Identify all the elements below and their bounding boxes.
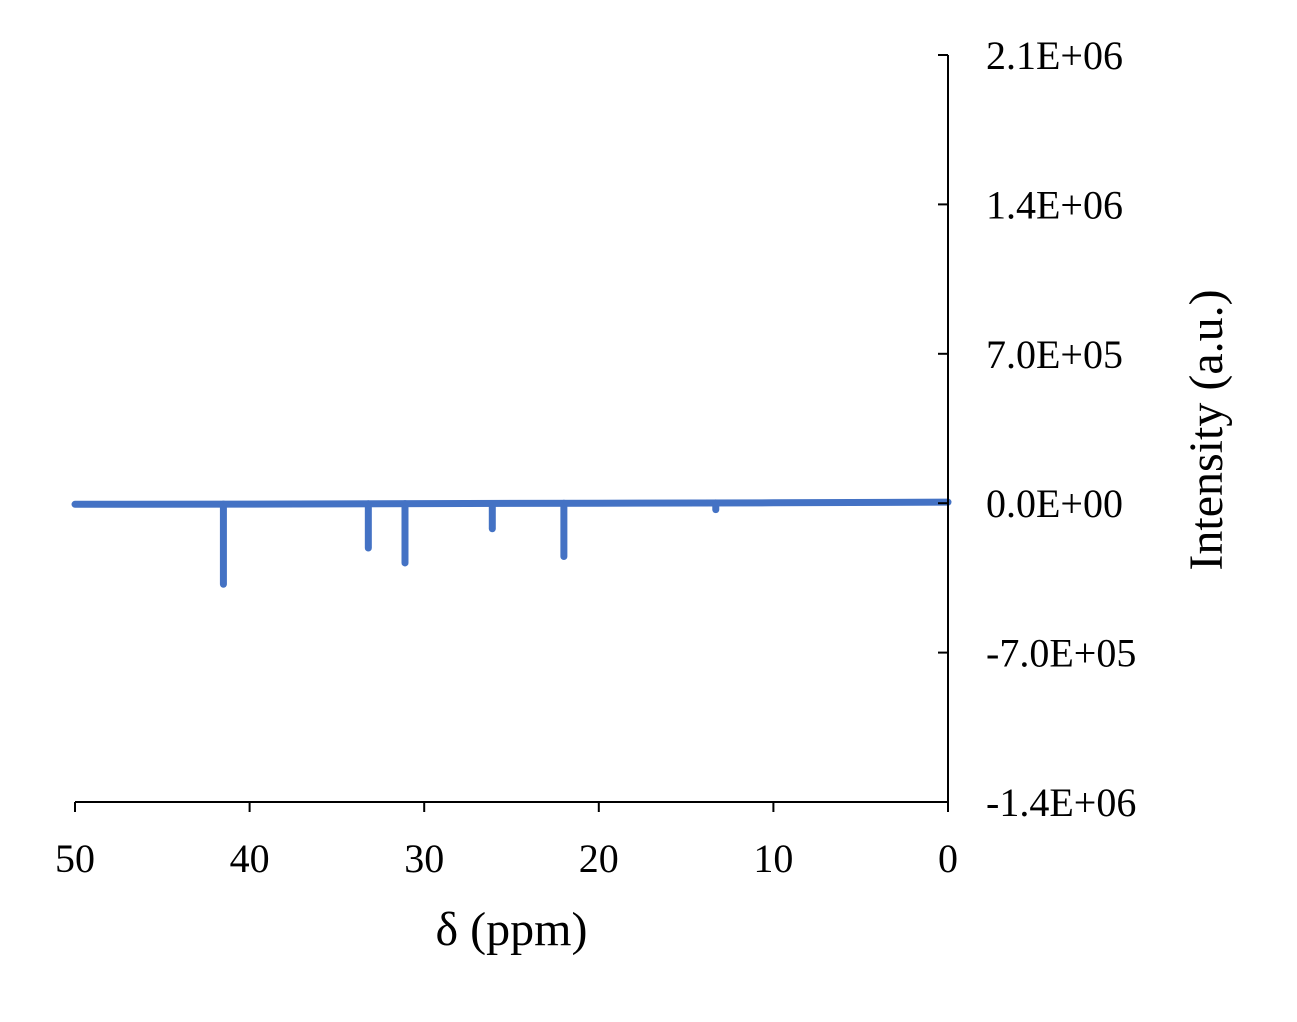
x-axis-title: δ (ppm) (436, 903, 588, 956)
x-tick-label: 40 (230, 836, 270, 881)
y-tick-label: 0.0E+00 (986, 481, 1123, 526)
y-axis: 2.1E+06 1.4E+06 7.0E+05 0.0E+00 -7.0E+05 -1.4… (938, 33, 1136, 825)
x-tick-label: 0 (938, 836, 958, 881)
x-tick-label: 20 (579, 836, 619, 881)
x-tick-label: 50 (55, 836, 95, 881)
y-tick-label: 2.1E+06 (986, 33, 1123, 78)
y-tick-label: 1.4E+06 (986, 182, 1123, 227)
spectrum-baseline (71, 498, 952, 508)
y-tick-label: -1.4E+06 (986, 780, 1136, 825)
y-axis-title: Intensity (a.u.) (1180, 289, 1233, 570)
x-tick-label: 10 (753, 836, 793, 881)
y-tick-label: 7.0E+05 (986, 332, 1123, 377)
x-axis: 50 40 30 20 10 0 (55, 801, 958, 881)
plot-area (71, 498, 952, 588)
x-tick-label: 30 (404, 836, 444, 881)
y-tick-label: -7.0E+05 (986, 631, 1136, 676)
